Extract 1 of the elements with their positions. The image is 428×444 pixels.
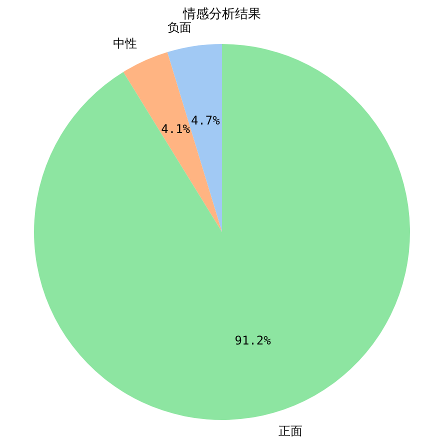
title: 情感分析结果 [183, 7, 261, 22]
